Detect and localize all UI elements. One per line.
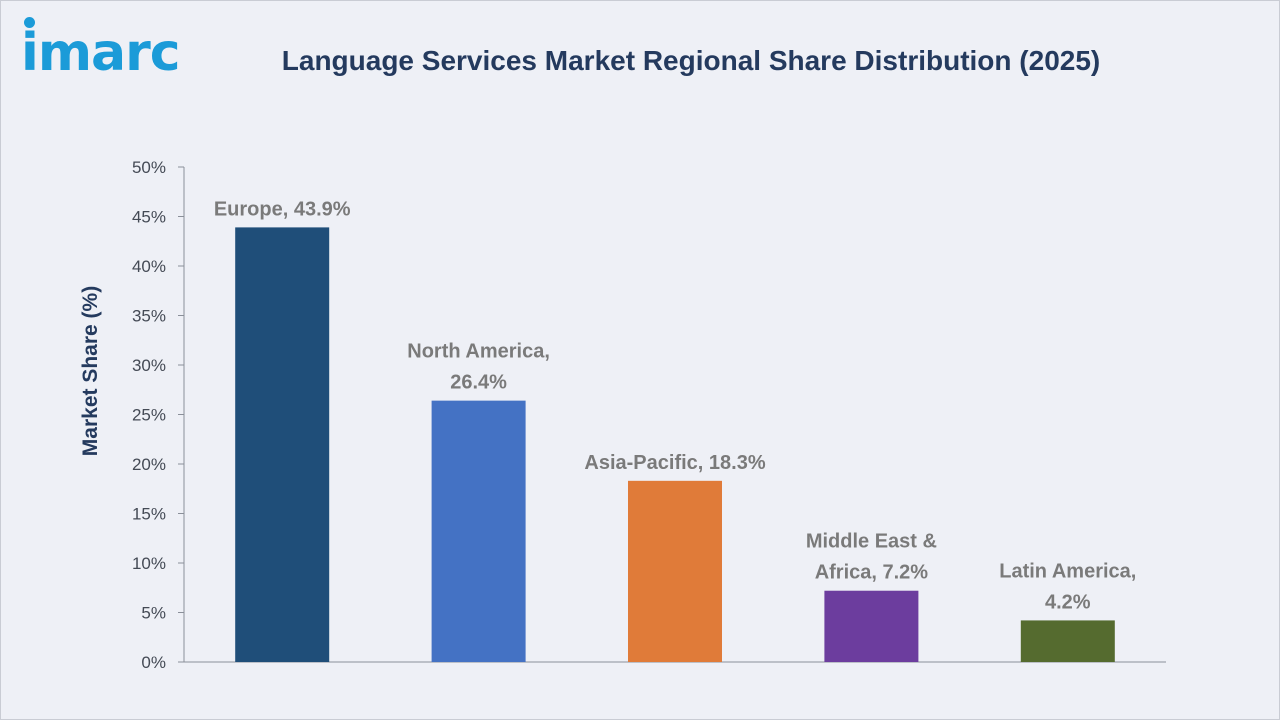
y-tick-label: 0% — [141, 653, 166, 672]
logo-dot — [24, 17, 35, 28]
y-tick-label: 35% — [132, 307, 166, 326]
y-tick-label: 30% — [132, 356, 166, 375]
data-label: Asia-Pacific, 18.3% — [584, 452, 765, 474]
y-tick-label: 5% — [141, 604, 166, 623]
bar-middle-east-africa — [824, 590, 919, 662]
y-axis-label: Market Share (%) — [79, 286, 102, 456]
y-tick-label: 45% — [132, 208, 166, 227]
data-label: Africa, 7.2% — [815, 562, 929, 584]
y-tick-label: 25% — [132, 406, 166, 425]
data-label: 26.4% — [450, 372, 507, 394]
bar-north-america — [431, 400, 526, 662]
chart-title: Language Services Market Regional Share … — [281, 45, 1101, 76]
data-label: Europe, 43.9% — [214, 198, 351, 220]
y-tick-label: 15% — [132, 505, 166, 524]
bar-latin-america — [1020, 620, 1115, 662]
data-label: 4.2% — [1045, 591, 1091, 613]
y-tick-label: 40% — [132, 257, 166, 276]
axes: 0% 5% 10% 15% 20% 25% 30% 35% 40% 45% 50% — [132, 158, 1166, 672]
data-labels: Europe, 43.9% North America, 26.4% Asia-Pac… — [214, 198, 1137, 613]
y-tick-label: 50% — [132, 158, 166, 177]
bars — [235, 227, 1115, 662]
imarc-logo: imarc — [21, 15, 206, 85]
data-label: North America, — [407, 341, 550, 363]
y-tick-label: 10% — [132, 554, 166, 573]
bar-asia-pacific — [628, 480, 722, 662]
bar-europe — [235, 227, 330, 662]
data-label: Latin America, — [999, 560, 1136, 582]
data-label: Middle East & — [806, 531, 937, 553]
logo-text: imarc — [21, 23, 181, 83]
y-tick-label: 20% — [132, 455, 166, 474]
